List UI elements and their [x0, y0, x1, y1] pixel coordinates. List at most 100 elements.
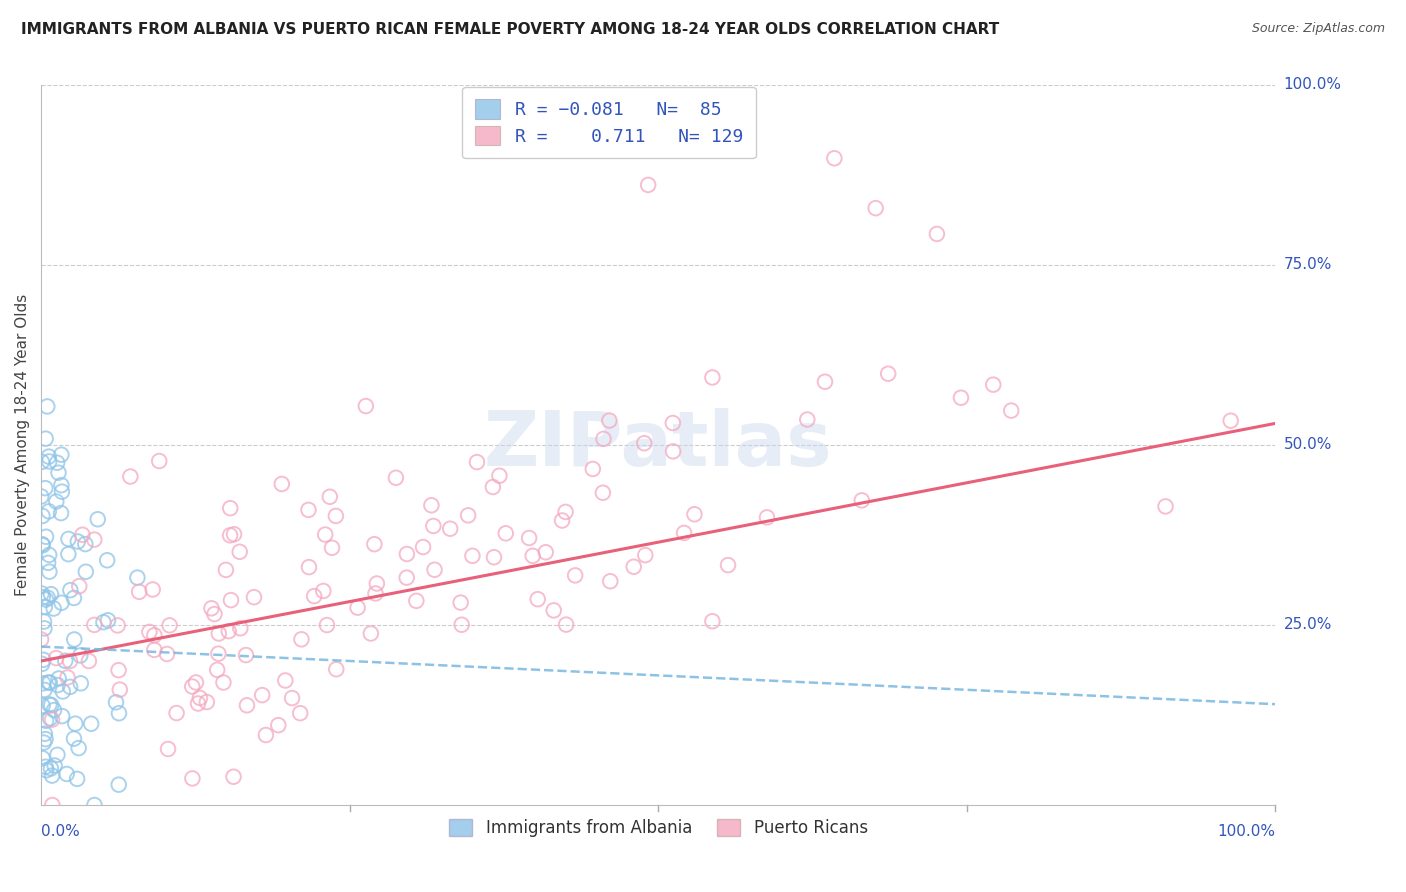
Point — [108, 706, 131, 721]
Point — [138, 624, 160, 639]
Point — [457, 508, 479, 523]
Point — [551, 514, 574, 528]
Point — [48, 672, 70, 686]
Point — [236, 698, 259, 713]
Point — [83, 618, 105, 632]
Point — [49, 506, 72, 520]
Point — [188, 690, 211, 705]
Point — [633, 436, 655, 450]
Point — [219, 593, 242, 607]
Point — [48, 466, 70, 480]
Point — [814, 375, 837, 389]
Point — [312, 584, 335, 599]
Text: 100.0%: 100.0% — [1284, 78, 1341, 93]
Point — [219, 501, 242, 516]
Text: 0.0%: 0.0% — [41, 823, 80, 838]
Point — [405, 594, 427, 608]
Point — [354, 399, 377, 413]
Legend: Immigrants from Albania, Puerto Ricans: Immigrants from Albania, Puerto Ricans — [443, 812, 875, 844]
Point — [120, 469, 142, 483]
Point — [702, 370, 724, 384]
Point — [156, 647, 179, 661]
Point — [290, 706, 312, 720]
Point — [281, 691, 304, 706]
Point — [564, 568, 586, 582]
Point — [517, 531, 540, 545]
Point — [796, 412, 818, 426]
Point — [229, 621, 252, 635]
Point — [250, 688, 273, 702]
Point — [35, 764, 58, 778]
Point — [195, 695, 218, 709]
Point — [58, 547, 80, 561]
Point — [314, 527, 336, 541]
Point — [683, 508, 706, 522]
Point — [204, 607, 226, 621]
Point — [482, 480, 505, 494]
Point — [274, 673, 297, 688]
Point — [30, 632, 52, 647]
Point — [31, 537, 53, 551]
Y-axis label: Female Poverty Among 18-24 Year Olds: Female Poverty Among 18-24 Year Olds — [15, 293, 30, 596]
Point — [702, 614, 724, 628]
Point — [1154, 500, 1177, 514]
Point — [865, 201, 887, 215]
Point — [69, 648, 91, 663]
Point — [34, 432, 56, 446]
Point — [31, 751, 53, 765]
Point — [75, 537, 97, 551]
Point — [1219, 414, 1241, 428]
Point — [717, 558, 740, 573]
Point — [207, 647, 229, 661]
Point — [662, 444, 685, 458]
Point — [51, 596, 73, 610]
Point — [56, 670, 79, 684]
Point — [395, 571, 418, 585]
Point — [34, 481, 56, 495]
Text: ZIPatlas: ZIPatlas — [484, 408, 832, 482]
Point — [31, 590, 53, 604]
Point — [37, 591, 59, 605]
Point — [143, 628, 166, 642]
Point — [598, 413, 620, 427]
Point — [32, 653, 55, 667]
Point — [77, 654, 100, 668]
Point — [97, 613, 120, 627]
Point — [243, 590, 266, 604]
Point — [450, 596, 472, 610]
Point — [228, 545, 250, 559]
Point — [219, 528, 242, 542]
Point — [83, 533, 105, 547]
Point — [254, 728, 277, 742]
Point — [200, 601, 222, 615]
Point — [364, 586, 387, 600]
Point — [107, 618, 129, 632]
Point — [38, 698, 60, 712]
Point — [63, 632, 86, 647]
Point — [105, 695, 128, 709]
Point — [42, 703, 65, 717]
Point — [522, 549, 544, 563]
Point — [31, 586, 53, 600]
Point — [34, 760, 56, 774]
Point — [599, 574, 621, 589]
Point — [34, 682, 56, 697]
Point — [495, 526, 517, 541]
Point — [554, 505, 576, 519]
Point — [181, 680, 204, 694]
Point — [37, 556, 59, 570]
Point — [949, 391, 972, 405]
Point — [51, 448, 73, 462]
Point — [366, 576, 388, 591]
Point — [34, 727, 56, 741]
Point — [127, 571, 149, 585]
Point — [35, 714, 58, 728]
Point — [51, 478, 73, 492]
Point — [346, 600, 368, 615]
Point — [83, 797, 105, 812]
Point — [592, 485, 614, 500]
Point — [93, 615, 115, 630]
Point — [39, 711, 62, 725]
Point — [851, 493, 873, 508]
Point — [482, 550, 505, 565]
